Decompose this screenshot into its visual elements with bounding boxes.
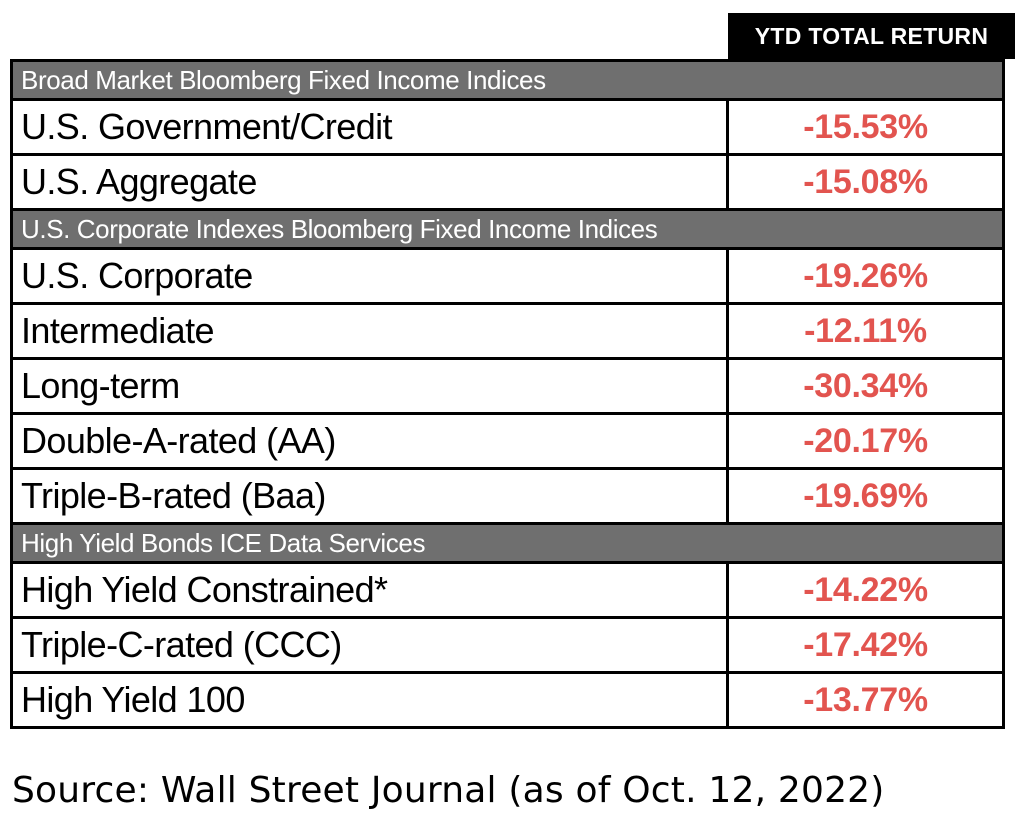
row-value: -20.17% xyxy=(803,422,928,460)
row-label: U.S. Corporate xyxy=(13,250,729,302)
table-row: Triple-C-rated (CCC) -17.42% xyxy=(13,619,1002,674)
table-body: Broad Market Bloomberg Fixed Income Indi… xyxy=(10,59,1005,729)
section-header-us-corporate: U.S. Corporate Indexes Bloomberg Fixed I… xyxy=(13,211,1002,250)
row-label: U.S. Government/Credit xyxy=(13,101,729,153)
row-label: High Yield 100 xyxy=(13,674,729,726)
row-label: High Yield Constrained* xyxy=(13,564,729,616)
table-row: Double-A-rated (AA) -20.17% xyxy=(13,415,1002,470)
table-row: Long-term -30.34% xyxy=(13,360,1002,415)
row-value: -12.11% xyxy=(804,312,927,350)
row-label: Long-term xyxy=(13,360,729,412)
table-row: Triple-B-rated (Baa) -19.69% xyxy=(13,470,1002,525)
row-label: U.S. Aggregate xyxy=(13,156,729,208)
row-value: -19.69% xyxy=(803,477,928,515)
source-footnote: Source: Wall Street Journal (as of Oct. … xyxy=(12,770,885,811)
row-label: Triple-B-rated (Baa) xyxy=(13,470,729,522)
row-value: -15.08% xyxy=(803,163,928,201)
table-row: High Yield Constrained* -14.22% xyxy=(13,564,1002,619)
row-label: Triple-C-rated (CCC) xyxy=(13,619,729,671)
table-row: High Yield 100 -13.77% xyxy=(13,674,1002,726)
row-value: -17.42% xyxy=(803,626,928,664)
row-value: -19.26% xyxy=(803,257,928,295)
table-row: U.S. Aggregate -15.08% xyxy=(13,156,1002,211)
table-header-row: YTD TOTAL RETURN xyxy=(10,13,1015,59)
table-row: U.S. Government/Credit -15.53% xyxy=(13,101,1002,156)
row-label: Double-A-rated (AA) xyxy=(13,415,729,467)
row-value: -30.34% xyxy=(803,367,928,405)
row-value: -15.53% xyxy=(803,108,928,146)
row-value: -13.77% xyxy=(803,681,928,719)
row-value: -14.22% xyxy=(803,571,928,609)
table-row: Intermediate -12.11% xyxy=(13,305,1002,360)
ytd-total-return-header: YTD TOTAL RETURN xyxy=(728,13,1015,59)
row-label: Intermediate xyxy=(13,305,729,357)
table-row: U.S. Corporate -19.26% xyxy=(13,250,1002,305)
section-header-high-yield: High Yield Bonds ICE Data Services xyxy=(13,525,1002,564)
returns-table: YTD TOTAL RETURN Broad Market Bloomberg … xyxy=(10,13,1015,729)
section-header-broad-market: Broad Market Bloomberg Fixed Income Indi… xyxy=(13,62,1002,101)
